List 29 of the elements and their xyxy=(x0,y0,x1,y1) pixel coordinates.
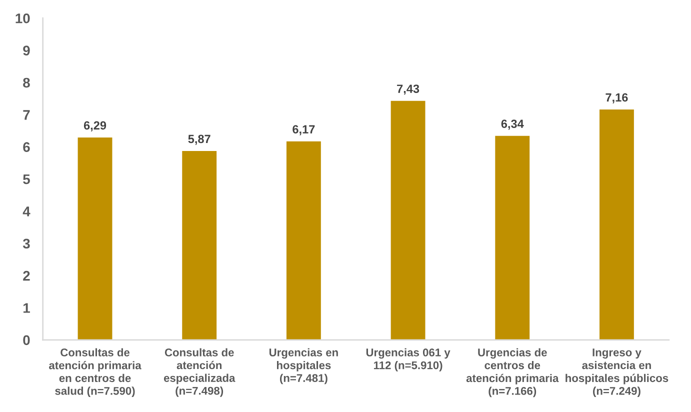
data-label: 7,16 xyxy=(606,93,628,104)
y-tick-label: 3 xyxy=(22,238,30,249)
x-tick-label: Urgencias en hospitales (n=7.481) xyxy=(269,348,338,384)
y-tick-label: 9 xyxy=(23,46,30,56)
data-label: 5,87 xyxy=(188,134,210,145)
data-label: 6,34 xyxy=(501,120,524,130)
y-tick-label: 7 xyxy=(23,110,30,120)
bar xyxy=(390,100,426,340)
bar xyxy=(182,151,217,340)
bar xyxy=(495,136,530,340)
x-tick-label: Urgencias 061 y 112 (n=5.910) xyxy=(366,348,450,372)
y-tick-label: 5 xyxy=(23,174,30,184)
x-tick-label: Consultas de atención primaria en centros de salud (n=7.590) xyxy=(49,348,142,398)
data-label: 6,17 xyxy=(292,125,315,136)
data-label: 6,29 xyxy=(84,121,106,132)
y-tick-label: 10 xyxy=(16,13,30,24)
bar xyxy=(600,110,634,340)
y-tick-label: 1 xyxy=(23,303,30,313)
bar xyxy=(286,141,321,340)
y-tick-label: 0 xyxy=(23,335,30,346)
bar xyxy=(78,138,112,340)
x-tick-label: Ingreso y asistencia en hospitales públicos (n=7.249) xyxy=(566,348,668,398)
x-tick-label: Urgencias de centros de atención primaria (n=7.166) xyxy=(466,348,559,398)
y-tick-label: 6 xyxy=(23,142,30,152)
y-tick-label: 8 xyxy=(23,78,30,88)
data-label: 7,43 xyxy=(397,84,420,95)
y-tick-label: 4 xyxy=(22,206,30,216)
x-tick-label: Consultas de atención especializada (n=7.498) xyxy=(164,348,236,397)
y-tick-label: 2 xyxy=(23,270,30,281)
